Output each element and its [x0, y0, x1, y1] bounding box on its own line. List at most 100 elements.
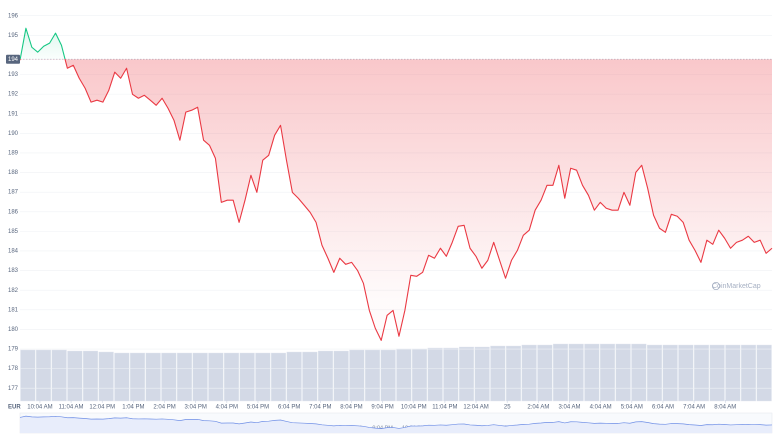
- volume-bar: [223, 352, 240, 402]
- volume-bar: [693, 344, 710, 402]
- volume-bar: [756, 344, 772, 402]
- volume-bar: [396, 348, 412, 402]
- volume-bar: [67, 350, 83, 402]
- volume-bar: [490, 345, 506, 402]
- volume-bar: [615, 343, 631, 402]
- volume-bar: [725, 344, 741, 402]
- x-tick-label: 12:04 PM: [89, 405, 115, 411]
- volume-bar: [192, 352, 208, 402]
- y-tick-label: 190: [8, 131, 19, 137]
- volume-bar: [317, 350, 334, 402]
- volume-bar: [333, 350, 349, 402]
- volume-bar: [631, 343, 647, 402]
- x-tick-label: 2:04 AM: [527, 405, 549, 411]
- x-tick-label: 4:04 AM: [590, 405, 612, 411]
- x-tick-label: 8:04 PM: [340, 405, 362, 411]
- volume-bar: [411, 348, 428, 402]
- x-tick-label: 25: [504, 405, 511, 411]
- volume-bar: [537, 344, 553, 402]
- y-tick-label: 193: [8, 72, 19, 78]
- navigator-line: [19, 415, 773, 429]
- volume-bar: [255, 352, 271, 402]
- y-tick-label: 178: [8, 366, 19, 372]
- x-tick-label: 6:04 PM: [278, 405, 300, 411]
- volume-bar: [239, 352, 255, 402]
- volume-bar: [568, 343, 584, 402]
- watermark-logo: [712, 281, 721, 290]
- x-tick-label: 10:04 AM: [27, 405, 52, 411]
- volume-bar: [427, 347, 443, 402]
- x-tick-label: 1:04 PM: [122, 405, 144, 411]
- volume-bar: [114, 352, 130, 402]
- y-tick-label: 179: [8, 347, 19, 353]
- y-tick-label: 177: [8, 386, 19, 392]
- volume-bar: [678, 344, 694, 402]
- volume-bar: [364, 349, 381, 402]
- y-tick-label: 191: [8, 111, 19, 117]
- volume-bar: [662, 344, 678, 402]
- navigator-area: [20, 416, 772, 433]
- baseline-label: 194: [8, 57, 19, 63]
- volume-bar: [458, 346, 475, 402]
- volume-bar: [302, 351, 318, 402]
- baseline-label-box: [6, 54, 20, 64]
- y-tick-label: 187: [8, 190, 19, 196]
- volume-bar: [443, 347, 459, 402]
- price-line: [19, 27, 773, 341]
- volume-bar: [505, 345, 522, 402]
- volume-bar: [161, 352, 177, 402]
- volume-bar: [349, 349, 365, 402]
- y-tick-label: 181: [8, 307, 19, 313]
- x-tick-label: 8:04 AM: [714, 405, 736, 411]
- y-tick-label: 196: [8, 13, 19, 19]
- volume-bar: [176, 352, 193, 402]
- y-tick-label: 195: [8, 33, 19, 39]
- volume-bar: [584, 343, 600, 402]
- y-tick-label: 184: [8, 249, 19, 255]
- x-tick-label: 9:04 PM: [371, 405, 393, 411]
- volume-bar: [552, 343, 569, 402]
- y-tick-label: 180: [8, 327, 19, 333]
- volume-bar: [129, 352, 146, 402]
- x-tick-label: 7:04 AM: [683, 405, 705, 411]
- volume-bar: [599, 343, 616, 402]
- price-area: [20, 28, 772, 341]
- x-tick-label: 3:04 AM: [559, 405, 581, 411]
- y-tick-label: 192: [8, 92, 19, 98]
- volume-bar: [646, 344, 663, 402]
- volume-bar: [270, 352, 287, 402]
- watermark: CoinMarketCap: [712, 283, 761, 290]
- x-tick-label: 5:04 PM: [247, 405, 269, 411]
- x-tick-label: 5:04 AM: [621, 405, 643, 411]
- volume-bar: [286, 351, 302, 402]
- y-tick-label: 183: [8, 268, 19, 274]
- volume-bar: [145, 352, 161, 402]
- volume-bar: [709, 344, 725, 402]
- x-tick-label: 3:04 PM: [185, 405, 207, 411]
- volume-bar: [380, 349, 396, 402]
- plot-layer: [19, 27, 773, 341]
- volume-bar: [35, 349, 52, 402]
- x-tick-label: 11:04 AM: [59, 405, 84, 411]
- currency-label: EUR: [8, 405, 21, 411]
- volume-layer: [20, 343, 772, 402]
- volume-bar: [98, 351, 114, 402]
- x-tick-label: 6:04 AM: [652, 405, 674, 411]
- volume-bar: [474, 346, 490, 402]
- y-tick-label: 185: [8, 229, 19, 235]
- x-tick-label: 4:04 PM: [216, 405, 238, 411]
- volume-bar: [20, 349, 36, 402]
- volume-bar: [82, 350, 99, 402]
- volume-bar: [740, 344, 757, 402]
- y-tick-label: 189: [8, 151, 19, 157]
- volume-bar: [208, 352, 224, 402]
- x-tick-label: 10:04 PM: [401, 405, 427, 411]
- axis-layer: 196 195 193 192 191 190 189 188 187 186 185 184 183 1…: [6, 13, 736, 411]
- x-tick-label: 11:04 PM: [432, 405, 457, 411]
- x-tick-label: 12:04 AM: [463, 405, 488, 411]
- y-tick-label: 186: [8, 209, 19, 215]
- volume-bar: [51, 349, 67, 402]
- y-tick-label: 182: [8, 288, 19, 294]
